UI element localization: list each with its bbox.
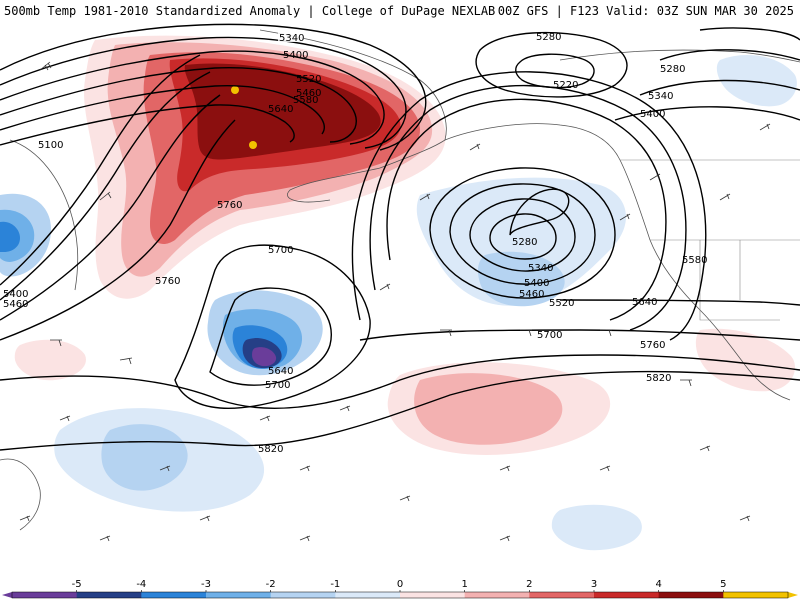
contour-label: 5640 — [268, 104, 293, 115]
contour-label: 5760 — [217, 200, 242, 211]
contour-label: 5700 — [268, 245, 293, 256]
contour-label: 5700 — [537, 330, 562, 341]
contour-label: 5820 — [646, 373, 671, 384]
color-scale: -5 -4 -3 -2 -1 0 1 2 3 4 5 — [0, 575, 800, 600]
contour-label: 5640 — [268, 366, 293, 377]
color-scale-tick-label: 0 — [397, 579, 403, 590]
contour-label: 5400 — [283, 50, 308, 61]
contour-label: 5460 — [3, 299, 28, 310]
contour-label: 5340 — [648, 91, 673, 102]
cold-anomaly-south — [551, 504, 642, 551]
color-scale-ticks: -5 -4 -3 -2 -1 0 1 2 3 4 5 — [72, 579, 727, 592]
contour-label: 5700 — [265, 380, 290, 391]
anomaly-shading — [0, 35, 797, 551]
contour-label: 5460 — [296, 88, 321, 99]
contour-label: 5460 — [519, 289, 544, 300]
contour-label: 5400 — [640, 109, 665, 120]
wind-barbs — [19, 61, 771, 542]
contour-label: 5400 — [3, 289, 28, 300]
color-scale-tick-label: -5 — [72, 579, 82, 590]
anomaly-map: 5340 5400 5460 5520 5580 5640 5100 5760 … — [0, 22, 800, 575]
cold-anomaly-gulf-core — [477, 251, 565, 307]
valid-time: 00Z GFS | F123 Valid: 03Z SUN MAR 30 202… — [497, 4, 794, 18]
contour-label: 5580 — [293, 95, 318, 106]
contour-label: 5340 — [279, 33, 304, 44]
color-scale-tick-label: -4 — [136, 579, 146, 590]
warm-anomaly-sw — [14, 339, 86, 381]
contour-label: 5280 — [512, 237, 537, 248]
borders — [620, 159, 800, 321]
contour-label: 5640 — [632, 297, 657, 308]
cold-anomaly-southwest-core — [101, 424, 188, 491]
color-scale-tick-label: 3 — [591, 579, 597, 590]
contour-label: 5520 — [296, 74, 321, 85]
color-scale-swatch — [400, 592, 466, 598]
color-scale-swatch — [723, 592, 789, 598]
contour-labels: 5340 5400 5460 5520 5580 5640 5100 5760 … — [3, 32, 707, 455]
height-contours — [0, 23, 800, 451]
color-scale-swatch — [594, 592, 660, 598]
color-scale-end-arrow — [2, 592, 12, 598]
color-scale-swatch — [270, 592, 336, 598]
color-scale-swatch — [464, 592, 530, 598]
cold-anomaly-gulf — [416, 177, 627, 306]
color-scale-swatch — [658, 592, 724, 598]
warm-anomaly-se — [695, 328, 795, 392]
color-scale-outline — [11, 591, 789, 599]
color-scale-tick-label: 5 — [720, 579, 726, 590]
color-scale-swatch — [12, 592, 78, 598]
header: 500mb Temp 1981-2010 Standardized Anomal… — [0, 0, 800, 22]
contour-label: 5340 — [528, 263, 553, 274]
color-scale-tick-label: -2 — [266, 579, 276, 590]
map-canvas: 5340 5400 5460 5520 5580 5640 5100 5760 … — [0, 23, 800, 551]
warm-anomaly-peak — [249, 141, 257, 149]
warm-anomaly-peak — [231, 86, 239, 94]
contour-label: 5400 — [524, 278, 549, 289]
contour-label: 5820 — [258, 444, 283, 455]
contour-label: 5760 — [640, 340, 665, 351]
contour-label: 5760 — [155, 276, 180, 287]
contour-label: 5280 — [660, 64, 685, 75]
color-scale-end-arrow — [788, 592, 798, 598]
contour-label: 5520 — [549, 298, 574, 309]
color-scale-swatch — [141, 592, 207, 598]
color-scale-swatch — [206, 592, 272, 598]
cold-anomaly-central-5 — [252, 347, 277, 367]
contour-label: 5580 — [682, 255, 707, 266]
color-scale-tick-label: -3 — [201, 579, 211, 590]
cold-anomaly-ne — [716, 55, 797, 107]
color-scale-tick-label: 1 — [461, 579, 467, 590]
cold-anomaly-west-center — [0, 221, 20, 252]
color-scale-tick-label: 4 — [655, 579, 661, 590]
color-scale-bar — [2, 591, 798, 599]
color-scale-swatch — [76, 592, 142, 598]
contour-label: 5280 — [536, 32, 561, 43]
contour-label: 5100 — [38, 140, 63, 151]
color-scale-tick-label: -1 — [330, 579, 340, 590]
color-scale-swatch — [335, 592, 401, 598]
color-scale-tick-label: 2 — [526, 579, 532, 590]
warm-anomaly-south-core — [414, 373, 563, 445]
color-scale-swatch — [529, 592, 595, 598]
contour-label: 5220 — [553, 80, 578, 91]
color-scale-svg: -5 -4 -3 -2 -1 0 1 2 3 4 5 — [2, 579, 798, 599]
map-title: 500mb Temp 1981-2010 Standardized Anomal… — [4, 4, 496, 18]
